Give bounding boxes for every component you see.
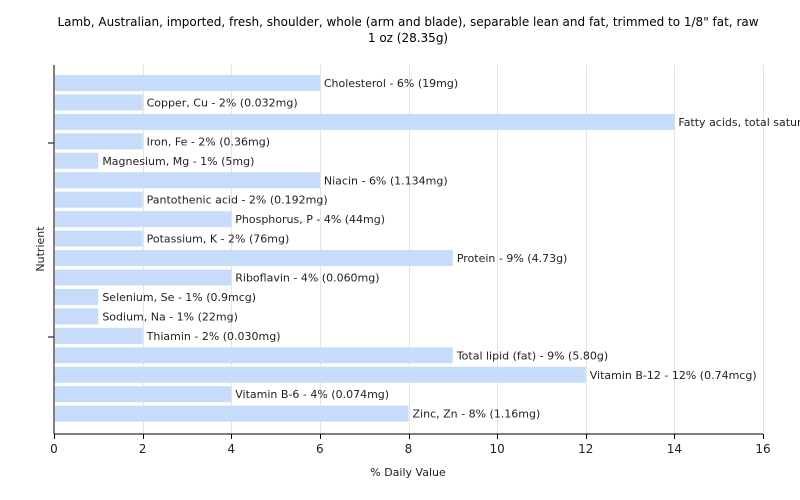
bar-label: Selenium, Se - 1% (0.9mcg) <box>102 291 256 304</box>
bar <box>55 172 320 189</box>
x-tick-label: 12 <box>578 442 593 456</box>
bar-label: Copper, Cu - 2% (0.032mg) <box>147 96 298 109</box>
chart-title-block: Lamb, Australian, imported, fresh, shoul… <box>50 14 766 46</box>
bar-label: Zinc, Zn - 8% (1.16mg) <box>413 408 541 421</box>
x-axis-ticks: 0 2 4 6 8 10 12 14 16 <box>50 434 771 456</box>
bar <box>55 366 586 383</box>
y-axis-title: Nutrient <box>34 226 47 272</box>
chart-title: Lamb, Australian, imported, fresh, shoul… <box>57 15 759 29</box>
x-tick-label: 16 <box>755 442 770 456</box>
bar-label: Pantothenic acid - 2% (0.192mg) <box>147 194 328 207</box>
bar-label: Niacin - 6% (1.134mg) <box>324 174 448 187</box>
axes <box>48 65 763 435</box>
bar <box>55 327 143 344</box>
x-tick-label: 8 <box>405 442 413 456</box>
bar-label: Vitamin B-6 - 4% (0.074mg) <box>235 388 389 401</box>
bar <box>55 288 99 305</box>
bar <box>55 75 320 91</box>
bar-label: Cholesterol - 6% (19mg) <box>324 77 458 90</box>
bar <box>55 250 453 267</box>
bar-label: Protein - 9% (4.73g) <box>457 252 568 265</box>
bar <box>55 152 99 169</box>
bar-label: Riboflavin - 4% (0.060mg) <box>235 272 379 285</box>
bars <box>55 75 675 422</box>
bar-label: Total lipid (fat) - 9% (5.80g) <box>456 349 608 362</box>
bar-label: Thiamin - 2% (0.030mg) <box>146 330 281 343</box>
x-tick-label: 0 <box>50 442 58 456</box>
bar-label: Magnesium, Mg - 1% (5mg) <box>102 155 254 168</box>
bar <box>55 113 675 130</box>
x-tick-label: 6 <box>316 442 324 456</box>
bar <box>55 94 143 111</box>
chart-subtitle: 1 oz (28.35g) <box>367 31 449 45</box>
bar <box>55 211 232 228</box>
x-tick-label: 14 <box>667 442 682 456</box>
x-tick-label: 10 <box>489 442 504 456</box>
bar <box>55 386 232 403</box>
bar-label: Iron, Fe - 2% (0.36mg) <box>147 135 270 148</box>
bar-label: Fatty acids, total saturated - 14% (2.80… <box>678 116 800 129</box>
bar <box>55 347 453 364</box>
x-tick-label: 4 <box>227 442 235 456</box>
x-tick-label: 2 <box>139 442 147 456</box>
bar-label: Phosphorus, P - 4% (44mg) <box>235 213 385 226</box>
bar-label: Vitamin B-12 - 12% (0.74mcg) <box>590 369 757 382</box>
x-axis-title: % Daily Value <box>370 466 446 479</box>
bar-labels: Cholesterol - 6% (19mg) Copper, Cu - 2% (… <box>102 77 800 421</box>
bar <box>55 308 99 325</box>
bar-label: Sodium, Na - 1% (22mg) <box>102 310 238 323</box>
bar <box>55 269 232 286</box>
bar <box>55 133 143 150</box>
bar-label: Potassium, K - 2% (76mg) <box>147 233 290 246</box>
bar <box>55 230 143 247</box>
bar <box>55 405 409 422</box>
bar <box>55 191 143 208</box>
